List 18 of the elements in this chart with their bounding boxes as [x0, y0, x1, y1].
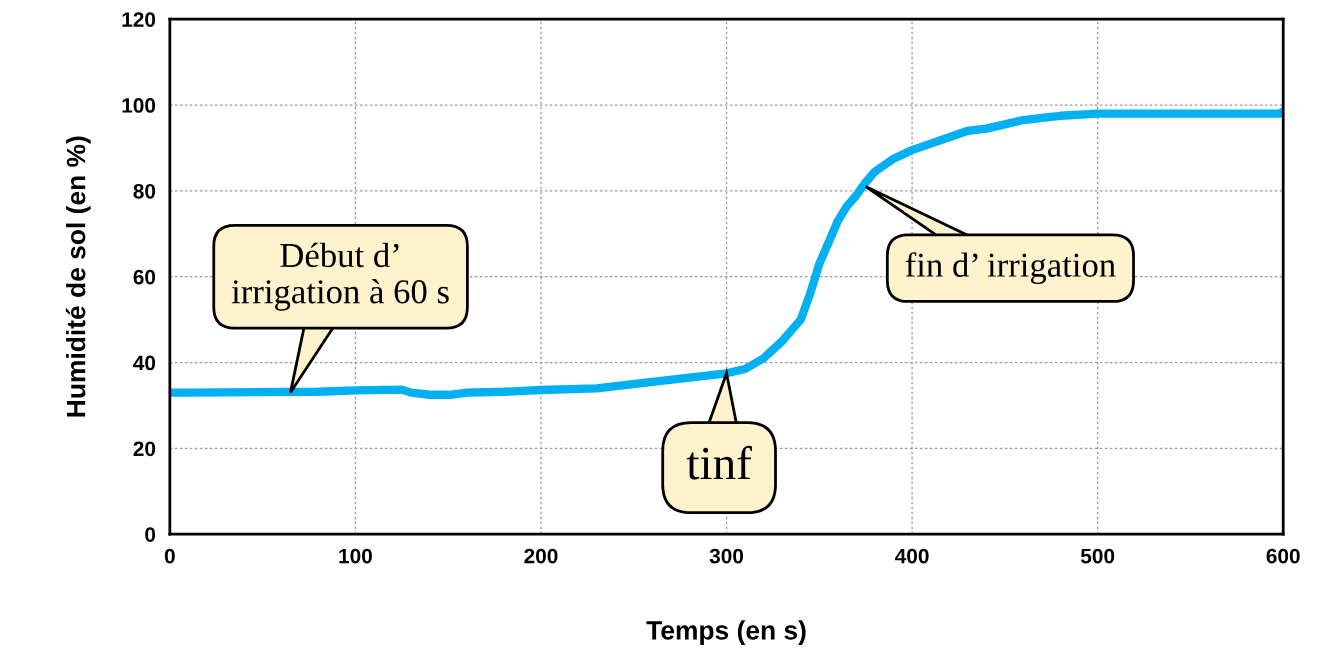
annotation: Début d’ irrigation à 60 s — [231, 242, 449, 311]
y-tick-label: 100 — [122, 98, 156, 113]
x-tick-label: 100 — [339, 548, 372, 564]
y-tick-label: 80 — [133, 183, 156, 199]
x-tick-label: 0 — [164, 548, 175, 564]
y-tick-label: 0 — [145, 527, 156, 542]
y-tick-label: 20 — [133, 441, 156, 457]
x-tick-label: 500 — [1080, 548, 1115, 564]
x-tick-label: 300 — [709, 548, 744, 564]
annotation: fin d’ irrigation — [905, 252, 1116, 285]
x-tick-label: 400 — [895, 548, 929, 564]
x-tick-label: 600 — [1266, 548, 1300, 564]
x-tick-label: 200 — [524, 548, 558, 564]
y-tick-label: 40 — [133, 355, 156, 371]
y-tick-label: 60 — [133, 269, 156, 285]
x-axis-title: Temps (en s) — [646, 620, 806, 645]
y-tick-label: 120 — [122, 12, 156, 27]
y-axis-title: Humidité de sol (en %) — [65, 136, 91, 417]
